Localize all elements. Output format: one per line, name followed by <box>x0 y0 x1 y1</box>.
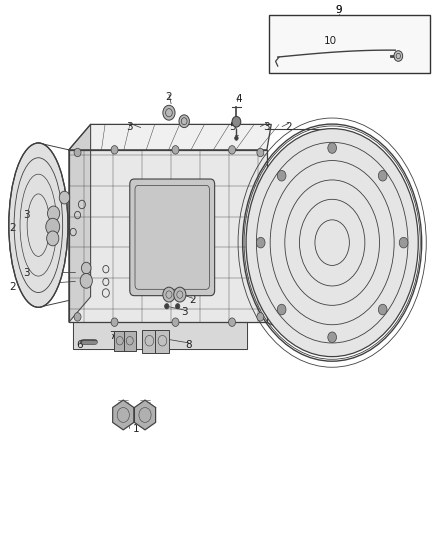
Bar <box>142 330 156 353</box>
Text: 2: 2 <box>9 281 16 292</box>
Circle shape <box>80 273 92 288</box>
Polygon shape <box>69 150 267 322</box>
Bar <box>155 330 170 353</box>
Circle shape <box>111 146 118 154</box>
Circle shape <box>172 146 179 154</box>
Circle shape <box>47 206 60 221</box>
FancyBboxPatch shape <box>130 179 215 296</box>
Circle shape <box>111 318 118 326</box>
Text: 6: 6 <box>76 340 83 350</box>
Polygon shape <box>113 400 134 430</box>
Circle shape <box>165 304 169 309</box>
Polygon shape <box>73 322 247 349</box>
Text: 2: 2 <box>285 122 292 132</box>
Circle shape <box>277 171 286 181</box>
Circle shape <box>399 237 408 248</box>
Text: 3: 3 <box>264 122 270 132</box>
Text: 2: 2 <box>9 223 16 233</box>
Text: 3: 3 <box>181 306 187 317</box>
Ellipse shape <box>246 128 418 357</box>
Text: 7: 7 <box>109 332 116 342</box>
Bar <box>269 14 430 73</box>
Bar <box>124 331 136 351</box>
Circle shape <box>74 313 81 321</box>
Circle shape <box>179 115 189 127</box>
Text: 3: 3 <box>23 209 30 220</box>
Circle shape <box>378 171 387 181</box>
Circle shape <box>277 304 286 315</box>
Circle shape <box>257 148 264 157</box>
Text: 9: 9 <box>336 5 342 15</box>
Text: 10: 10 <box>323 36 336 46</box>
Text: 2: 2 <box>166 92 172 102</box>
Circle shape <box>47 231 59 246</box>
Text: 2: 2 <box>190 295 196 305</box>
Text: 5: 5 <box>229 122 235 132</box>
Circle shape <box>328 332 336 343</box>
Polygon shape <box>69 124 271 150</box>
Circle shape <box>257 313 264 321</box>
Polygon shape <box>134 400 155 430</box>
Bar <box>114 331 126 351</box>
Circle shape <box>74 148 81 157</box>
Text: 10: 10 <box>323 36 336 46</box>
Circle shape <box>394 51 403 61</box>
Text: 3: 3 <box>127 122 133 132</box>
Circle shape <box>81 262 91 274</box>
Circle shape <box>163 287 175 302</box>
Circle shape <box>229 318 236 326</box>
Polygon shape <box>69 124 91 322</box>
Circle shape <box>328 143 336 154</box>
Circle shape <box>235 136 238 140</box>
Circle shape <box>256 237 265 248</box>
Circle shape <box>232 116 241 127</box>
Text: 3: 3 <box>23 268 30 278</box>
Circle shape <box>172 318 179 326</box>
Ellipse shape <box>9 143 68 308</box>
Circle shape <box>46 218 60 235</box>
Text: 8: 8 <box>185 340 192 350</box>
Circle shape <box>229 146 236 154</box>
Circle shape <box>163 106 175 120</box>
Circle shape <box>378 304 387 315</box>
Text: 1: 1 <box>133 424 140 434</box>
Circle shape <box>59 191 70 204</box>
Text: 9: 9 <box>336 5 342 15</box>
Circle shape <box>176 304 180 309</box>
Text: 4: 4 <box>235 94 242 104</box>
Circle shape <box>174 287 186 302</box>
